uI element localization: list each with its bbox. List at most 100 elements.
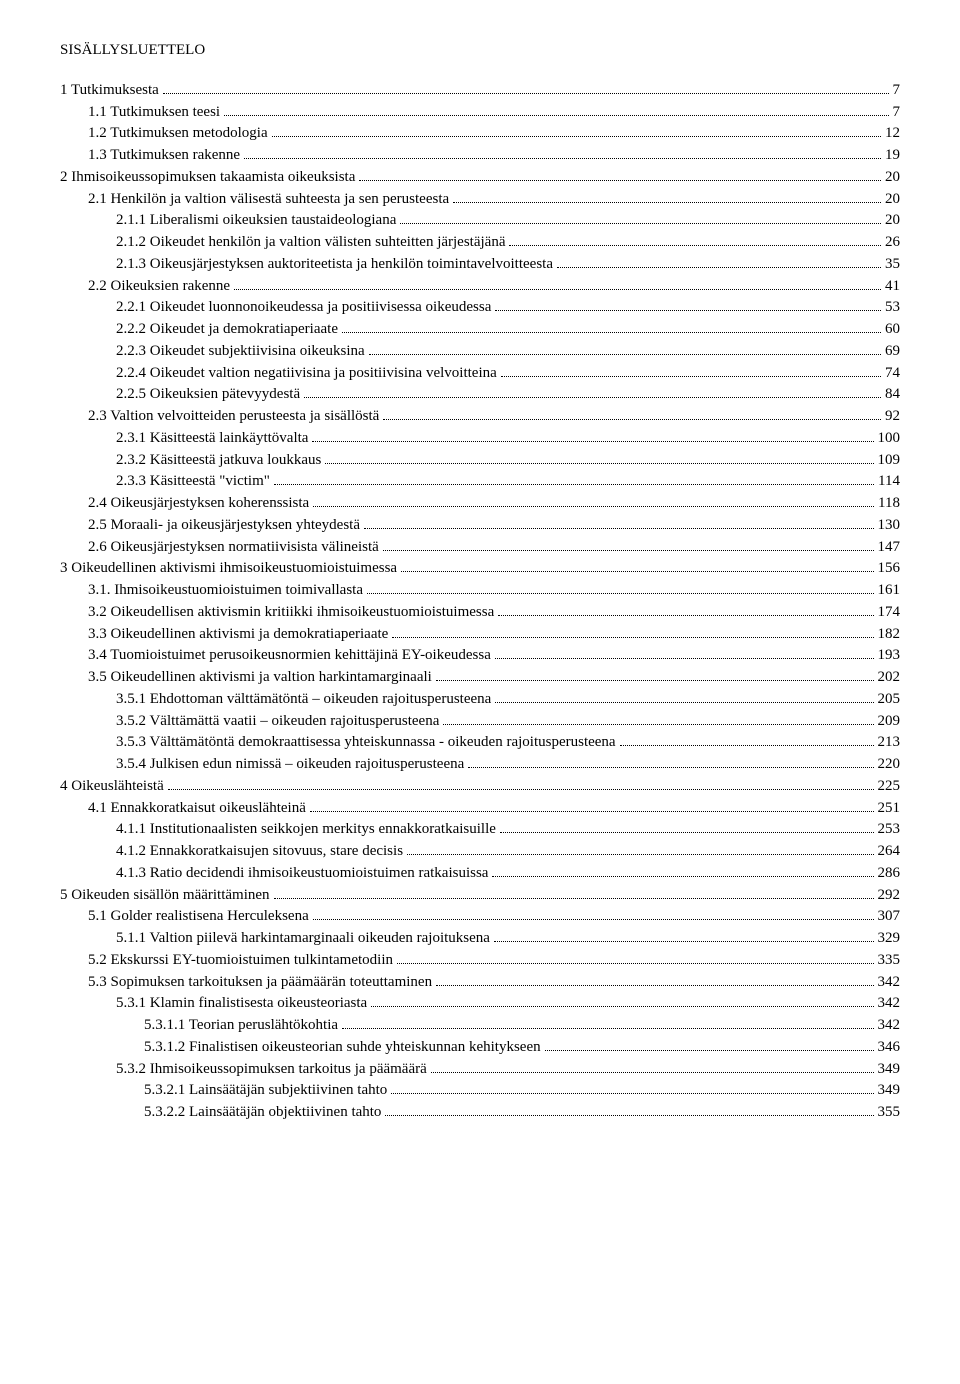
toc-page-number: 209 (878, 711, 901, 733)
toc-entry: 3.1. Ihmisoikeustuomioistuimen toimivall… (60, 580, 900, 602)
toc-entry: 4.1.3 Ratio decidendi ihmisoikeustuomioi… (60, 863, 900, 885)
toc-leader-dots (371, 994, 873, 1007)
toc-label: 5.3.1.2 Finalistisen oikeusteorian suhde… (144, 1037, 541, 1059)
toc-entry: 5 Oikeuden sisällön määrittäminen 292 (60, 885, 900, 907)
toc-leader-dots (401, 559, 873, 572)
toc-container: 1 Tutkimuksesta71.1 Tutkimuksen teesi71.… (60, 80, 900, 1124)
toc-heading: SISÄLLYSLUETTELO (60, 40, 900, 62)
toc-page-number: 100 (878, 428, 901, 450)
toc-leader-dots (495, 298, 881, 311)
toc-page-number: 205 (878, 689, 901, 711)
toc-label: 2.3.2 Käsitteestä jatkuva loukkaus (116, 450, 321, 472)
toc-leader-dots (545, 1038, 874, 1051)
toc-label: 5 Oikeuden sisällön määrittäminen (60, 885, 270, 907)
toc-page-number: 109 (878, 450, 901, 472)
toc-page-number: 118 (878, 493, 900, 515)
toc-page-number: 130 (878, 515, 901, 537)
toc-page-number: 264 (878, 841, 901, 863)
toc-page-number: 156 (878, 558, 901, 580)
toc-entry: 1.2 Tutkimuksen metodologia12 (60, 123, 900, 145)
toc-entry: 2.2.1 Oikeudet luonnonoikeudessa ja posi… (60, 297, 900, 319)
toc-leader-dots (325, 451, 873, 464)
toc-entry: 3.4 Tuomioistuimet perusoikeusnormien ke… (60, 645, 900, 667)
toc-label: 3.5 Oikeudellinen aktivismi ja valtion h… (88, 667, 432, 689)
toc-leader-dots (234, 277, 881, 290)
toc-label: 5.1.1 Valtion piilevä harkintamarginaali… (116, 928, 490, 950)
toc-leader-dots (407, 842, 873, 855)
toc-entry: 2.1.1 Liberalismi oikeuksien taustaideol… (60, 210, 900, 232)
toc-entry: 4.1 Ennakkoratkaisut oikeuslähteinä251 (60, 798, 900, 820)
toc-page-number: 92 (885, 406, 900, 428)
toc-leader-dots (498, 603, 873, 616)
toc-page-number: 7 (893, 80, 901, 102)
toc-leader-dots (310, 799, 874, 812)
toc-leader-dots (313, 494, 874, 507)
toc-page-number: 60 (885, 319, 900, 341)
toc-leader-dots (168, 777, 874, 790)
toc-page-number: 286 (878, 863, 901, 885)
toc-leader-dots (385, 1103, 873, 1116)
toc-entry: 3.5.1 Ehdottoman välttämätöntä – oikeude… (60, 689, 900, 711)
toc-entry: 3.5.3 Välttämätöntä demokraattisessa yht… (60, 732, 900, 754)
toc-leader-dots (359, 168, 881, 181)
toc-label: 4.1 Ennakkoratkaisut oikeuslähteinä (88, 798, 306, 820)
toc-page-number: 349 (878, 1059, 901, 1081)
toc-page-number: 292 (878, 885, 901, 907)
toc-leader-dots (500, 820, 874, 833)
toc-leader-dots (557, 255, 881, 268)
toc-entry: 5.1 Golder realistisena Herculeksena307 (60, 906, 900, 928)
toc-entry: 2.4 Oikeusjärjestyksen koherenssista 118 (60, 493, 900, 515)
toc-page-number: 193 (878, 645, 901, 667)
toc-page-number: 20 (885, 189, 900, 211)
toc-leader-dots (620, 733, 874, 746)
toc-page-number: 342 (878, 993, 901, 1015)
toc-entry: 5.3.1.1 Teorian peruslähtökohtia342 (60, 1015, 900, 1037)
toc-label: 2.2.3 Oikeudet subjektiivisina oikeuksin… (116, 341, 365, 363)
toc-label: 5.2 Ekskurssi EY-tuomioistuimen tulkinta… (88, 950, 393, 972)
toc-label: 2.4 Oikeusjärjestyksen koherenssista (88, 493, 309, 515)
toc-entry: 5.3.2.1 Lainsäätäjän subjektiivinen taht… (60, 1080, 900, 1102)
toc-label: 2.3.3 Käsitteestä "victim" (116, 471, 270, 493)
toc-entry: 2.6 Oikeusjärjestyksen normatiivisista v… (60, 537, 900, 559)
toc-page-number: 182 (878, 624, 901, 646)
toc-entry: 2.2.4 Oikeudet valtion negatiivisina ja … (60, 363, 900, 385)
toc-entry: 5.3.1.2 Finalistisen oikeusteorian suhde… (60, 1037, 900, 1059)
toc-leader-dots (509, 233, 881, 246)
toc-entry: 4 Oikeuslähteistä225 (60, 776, 900, 798)
toc-label: 3.5.1 Ehdottoman välttämätöntä – oikeude… (116, 689, 491, 711)
toc-label: 3.5.2 Välttämättä vaatii – oikeuden rajo… (116, 711, 439, 733)
toc-leader-dots (501, 364, 881, 377)
toc-page-number: 307 (878, 906, 901, 928)
toc-leader-dots (383, 407, 881, 420)
toc-entry: 2.2.5 Oikeuksien pätevyydestä84 (60, 384, 900, 406)
toc-label: 5.3.1.1 Teorian peruslähtökohtia (144, 1015, 338, 1037)
toc-entry: 2.3.1 Käsitteestä lainkäyttövalta100 (60, 428, 900, 450)
toc-leader-dots (304, 385, 881, 398)
toc-entry: 3.5.2 Välttämättä vaatii – oikeuden rajo… (60, 711, 900, 733)
toc-entry: 2.3.3 Käsitteestä "victim"114 (60, 471, 900, 493)
toc-page-number: 20 (885, 210, 900, 232)
toc-entry: 5.3.1 Klamin finalistisesta oikeusteoria… (60, 993, 900, 1015)
toc-leader-dots (274, 886, 874, 899)
toc-leader-dots (495, 690, 873, 703)
toc-page-number: 26 (885, 232, 900, 254)
toc-label: 1 Tutkimuksesta (60, 80, 159, 102)
toc-label: 3.5.3 Välttämätöntä demokraattisessa yht… (116, 732, 616, 754)
toc-entry: 2.2 Oikeuksien rakenne41 (60, 276, 900, 298)
toc-label: 2.1.2 Oikeudet henkilön ja valtion välis… (116, 232, 505, 254)
toc-label: 2.3 Valtion velvoitteiden perusteesta ja… (88, 406, 379, 428)
toc-page-number: 19 (885, 145, 900, 167)
toc-label: 5.3 Sopimuksen tarkoituksen ja päämäärän… (88, 972, 432, 994)
toc-label: 1.1 Tutkimuksen teesi (88, 102, 220, 124)
toc-leader-dots (494, 929, 874, 942)
toc-leader-dots (495, 646, 874, 659)
toc-label: 2.6 Oikeusjärjestyksen normatiivisista v… (88, 537, 379, 559)
toc-page-number: 161 (878, 580, 901, 602)
toc-entry: 5.1.1 Valtion piilevä harkintamarginaali… (60, 928, 900, 950)
toc-label: 4.1.2 Ennakkoratkaisujen sitovuus, stare… (116, 841, 403, 863)
toc-entry: 2.5 Moraali- ja oikeusjärjestyksen yhtey… (60, 515, 900, 537)
toc-entry: 3.5.4 Julkisen edun nimissä – oikeuden r… (60, 754, 900, 776)
toc-leader-dots (453, 190, 881, 203)
toc-leader-dots (383, 538, 874, 551)
toc-entry: 1.3 Tutkimuksen rakenne19 (60, 145, 900, 167)
